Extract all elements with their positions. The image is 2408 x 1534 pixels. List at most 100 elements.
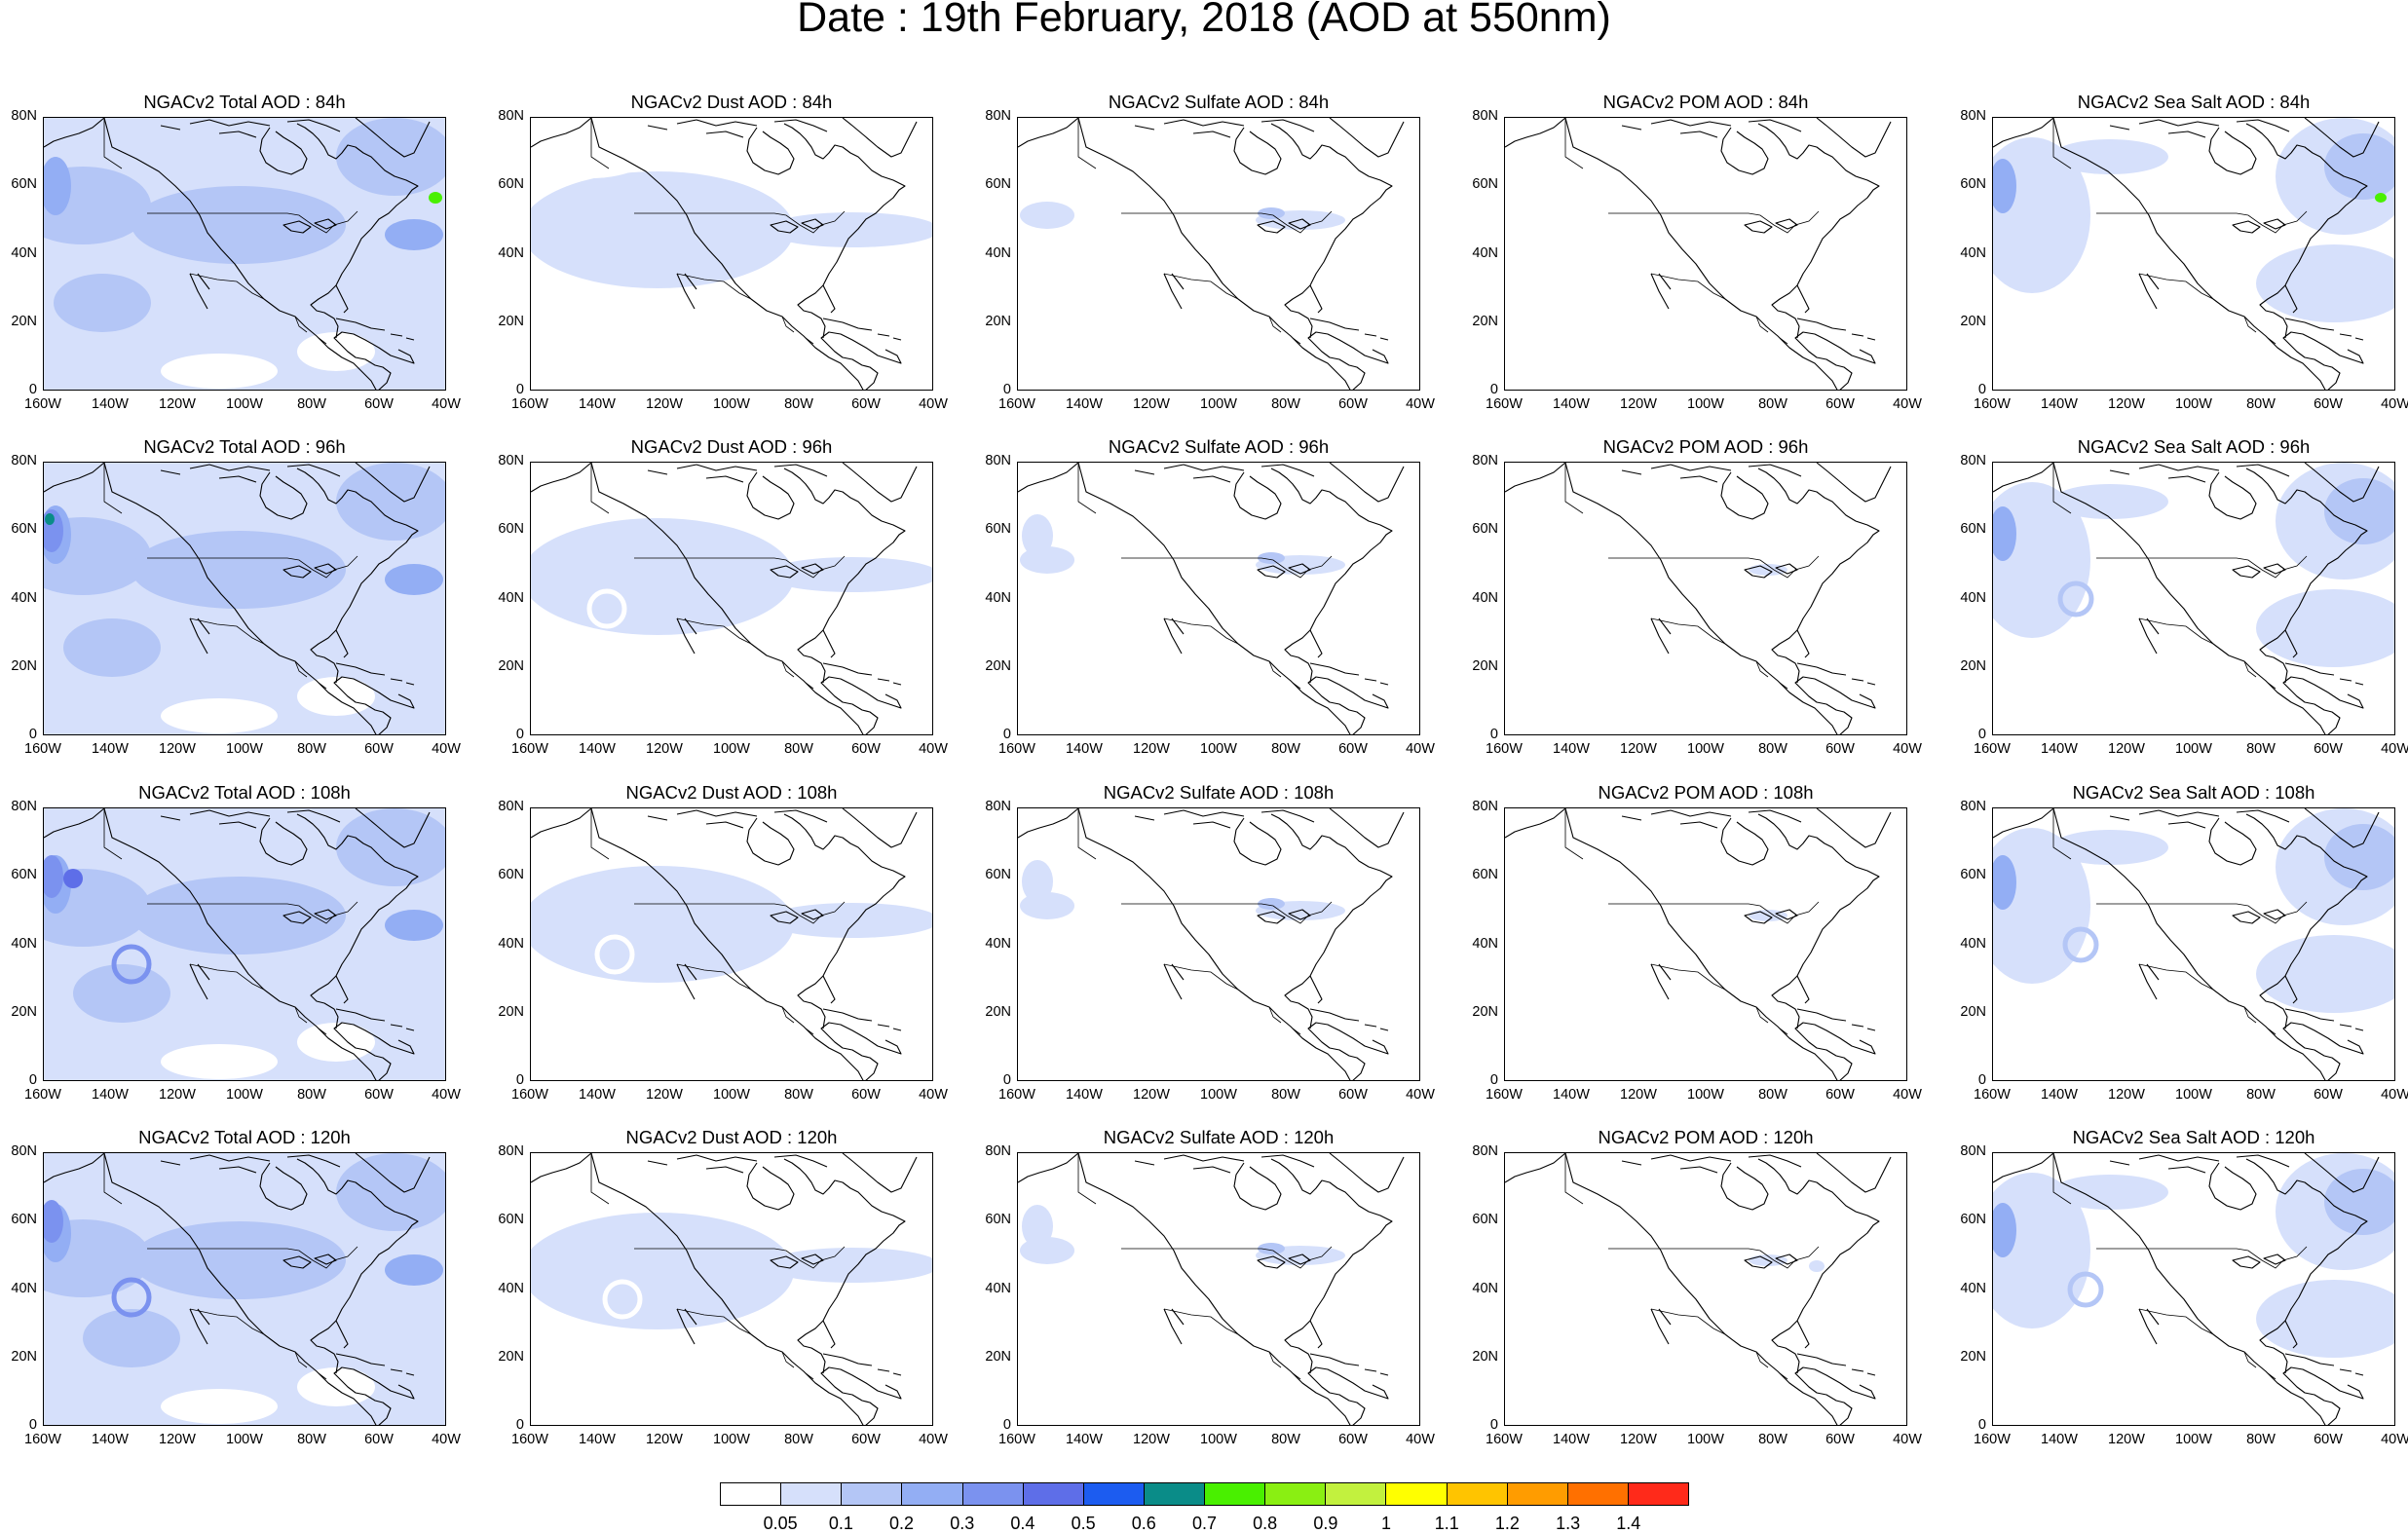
lat-tick-label: 0 — [1489, 382, 1498, 397]
aod-contour — [1022, 514, 1053, 557]
coastline — [1720, 127, 1769, 175]
coastline — [1505, 463, 1566, 493]
coastline — [2138, 1308, 2160, 1345]
lon-tick-label: 40W — [2381, 396, 2408, 412]
colorbar-swatch — [1083, 1483, 1145, 1505]
aod-map — [1993, 463, 2394, 734]
aod-contour — [429, 192, 442, 204]
lon-tick-label: 60W — [2314, 741, 2343, 757]
country-border — [2243, 1351, 2276, 1380]
aod-contour — [336, 1153, 445, 1231]
lat-tick-label: 80N — [11, 108, 37, 124]
lon-tick-label: 140W — [1553, 1087, 1590, 1103]
coastline — [2245, 813, 2368, 1029]
coastline — [2208, 1162, 2257, 1211]
coastline — [2138, 963, 2160, 1000]
aod-contour — [2256, 1280, 2394, 1358]
lon-tick-label: 160W — [1486, 1432, 1523, 1447]
aod-contour — [111, 1277, 152, 1318]
coastline — [1720, 817, 1769, 866]
lon-tick-label: 100W — [713, 396, 750, 412]
coastline — [2232, 218, 2286, 234]
lon-tick-label: 40W — [2381, 1087, 2408, 1103]
lat-tick-label: 20N — [498, 657, 524, 674]
lat-tick-label: 80N — [985, 453, 1011, 468]
lon-tick-label: 80W — [1271, 741, 1300, 757]
aod-contour — [1993, 506, 2016, 561]
lat-tick-label: 40N — [498, 244, 524, 261]
lat-tick-label: 20N — [1960, 1348, 1986, 1365]
lon-tick-label: 100W — [713, 741, 750, 757]
aod-contour — [385, 564, 443, 595]
coastline — [1993, 1153, 2054, 1183]
coastline — [2284, 629, 2298, 658]
country-border — [294, 1006, 327, 1035]
coastline — [2284, 284, 2298, 314]
lon-tick-label: 80W — [784, 1087, 813, 1103]
lat-tick-label: 80N — [11, 1143, 37, 1159]
aod-contour — [1993, 159, 2016, 213]
coastline — [676, 273, 697, 310]
map-panel-sulfate-120h — [1017, 1152, 1420, 1426]
coastline — [2232, 1253, 2286, 1269]
lon-tick-label: 40W — [432, 1432, 461, 1447]
country-border — [590, 463, 610, 514]
coastline — [1757, 813, 1880, 1029]
coastline — [1757, 468, 1880, 684]
lat-tick-label: 40N — [1472, 244, 1498, 261]
coastline — [333, 1022, 415, 1080]
coastline — [1816, 1153, 1892, 1193]
aod-map — [1018, 808, 1405, 1080]
lon-tick-label: 80W — [297, 1432, 326, 1447]
coastline — [531, 118, 592, 148]
aod-contour — [297, 1023, 375, 1062]
coastline — [1329, 118, 1405, 158]
lat-tick-label: 0 — [1977, 1072, 1986, 1088]
colorbar-label: 1.1 — [1434, 1514, 1459, 1533]
colorbar-label: 1 — [1381, 1514, 1392, 1533]
coastline — [2284, 1008, 2364, 1031]
coastline — [1257, 218, 1311, 234]
aod-contour — [45, 513, 55, 525]
coastline — [44, 463, 105, 493]
lat-tick-label: 80N — [1960, 799, 1986, 814]
aod-contour — [2256, 589, 2394, 667]
coastline — [1816, 463, 1892, 503]
lon-tick-label: 100W — [713, 1087, 750, 1103]
lat-tick-label: 60N — [1472, 1212, 1498, 1228]
lat-tick-label: 0 — [28, 382, 37, 397]
lon-tick-label: 40W — [1893, 741, 1922, 757]
coastline — [1329, 1153, 1405, 1193]
coastline — [1794, 676, 1876, 734]
aod-contour — [161, 354, 278, 389]
lon-tick-label: 140W — [579, 741, 616, 757]
lon-tick-label: 160W — [998, 741, 1035, 757]
lat-tick-label: 20N — [1472, 1348, 1498, 1365]
coastline — [1796, 975, 1810, 1004]
aod-contour — [1022, 860, 1053, 903]
coastline — [189, 963, 210, 1000]
country-border — [634, 210, 846, 234]
coastline — [335, 1008, 415, 1031]
colorbar-label: 0.4 — [1010, 1514, 1035, 1533]
lat-tick-label: 20N — [985, 313, 1011, 329]
lat-tick-label: 80N — [1472, 799, 1498, 814]
coastline — [2138, 273, 2160, 310]
aod-contour — [1022, 1205, 1053, 1248]
aod-contour — [1258, 207, 1285, 219]
coastline — [770, 218, 824, 234]
coastline — [647, 809, 828, 829]
aod-map — [1018, 463, 1405, 734]
lon-tick-label: 160W — [998, 396, 1035, 412]
coastline — [1796, 629, 1810, 658]
coastline — [822, 284, 836, 314]
coastline — [1650, 1308, 1672, 1345]
lon-tick-label: 40W — [1893, 396, 1922, 412]
aod-map — [531, 1153, 932, 1425]
coastline — [822, 1353, 902, 1376]
panel-title: NGACv2 POM AOD : 96h — [1602, 436, 1809, 457]
aod-contour — [161, 698, 278, 733]
lat-tick-label: 0 — [1002, 382, 1011, 397]
coastline — [1564, 463, 1838, 734]
coastline — [2245, 468, 2368, 684]
